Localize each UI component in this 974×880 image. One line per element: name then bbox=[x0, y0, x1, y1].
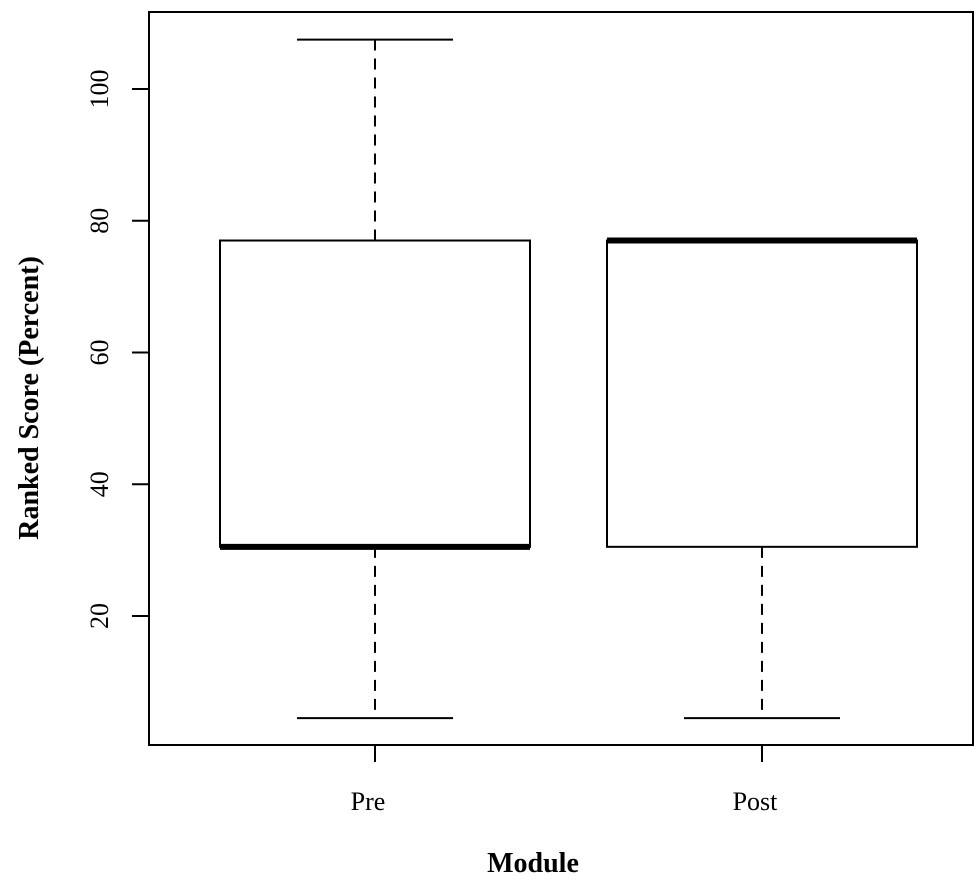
boxes-layer bbox=[219, 38, 918, 720]
iqr-box bbox=[606, 239, 918, 548]
y-tick-label: 60 bbox=[85, 340, 114, 366]
y-tick-label: 20 bbox=[85, 603, 114, 629]
y-axis: 20 40 60 80 100 bbox=[85, 70, 149, 629]
y-axis-title: Ranked Score (Percent) bbox=[14, 256, 45, 540]
y-tick-label: 40 bbox=[85, 471, 114, 497]
x-tick-label: Post bbox=[733, 787, 779, 816]
y-tick-label: 80 bbox=[85, 208, 114, 234]
x-axis: Pre Post bbox=[351, 745, 779, 816]
plot-frame bbox=[148, 11, 974, 746]
box-post bbox=[606, 237, 918, 720]
box-pre bbox=[219, 38, 531, 720]
y-tick-label: 100 bbox=[85, 70, 114, 109]
x-axis-title: Module bbox=[487, 848, 579, 879]
iqr-box bbox=[219, 239, 531, 548]
x-tick-label: Pre bbox=[351, 787, 386, 816]
